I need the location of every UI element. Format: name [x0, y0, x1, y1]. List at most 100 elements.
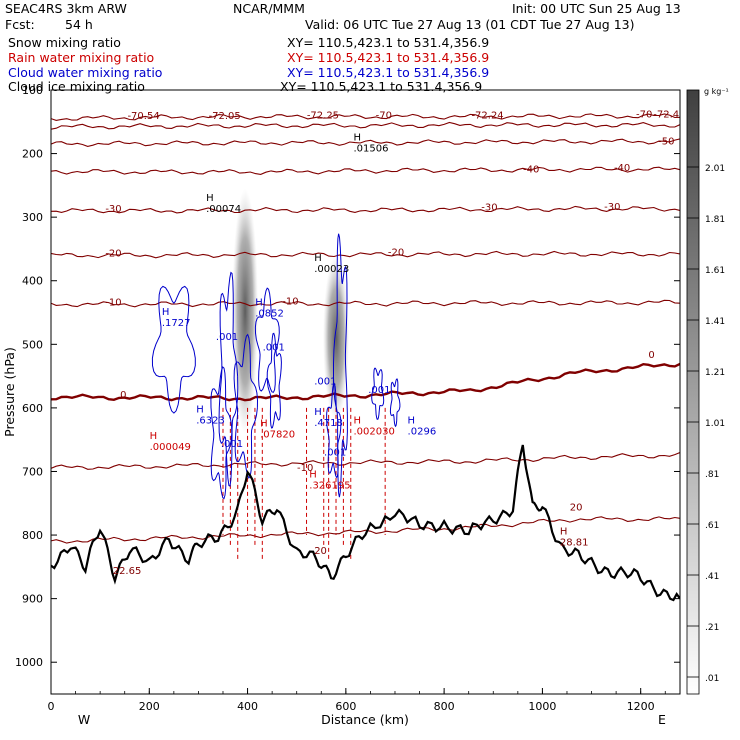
label-value-21: -10 [282, 297, 298, 308]
model-name: SEAC4RS 3km ARW [5, 1, 127, 16]
terrain-line [51, 444, 680, 602]
label-value-20: -10 [105, 297, 121, 308]
colorbar-tick-label-0: 2.01 [705, 164, 725, 174]
label-value-10: .4718 [314, 418, 343, 429]
colorbar-tick-label-8: .41 [705, 572, 719, 582]
label-mark-5: H [255, 298, 263, 309]
y-tick-label-4: 500 [22, 338, 43, 351]
label-value-40: 22.65 [113, 566, 142, 577]
label-value-27: -40 [523, 164, 539, 175]
label-value-15: .07820 [260, 430, 295, 441]
colorbar-tick-label-2: 1.61 [705, 266, 725, 276]
label-value-23: -20 [388, 248, 404, 259]
colorbar-tick-label-5: 1.01 [705, 419, 725, 429]
y-tick-label-3: 400 [22, 275, 43, 288]
field-snow-name: Snow mixing ratio [8, 35, 121, 50]
label-value-34: -72.25 [307, 110, 339, 121]
x-tick-label-4: 800 [434, 700, 455, 713]
colorbar-tick-label-1: 1.81 [705, 215, 725, 225]
field-cloudwater-name: Cloud water mixing ratio [8, 65, 163, 80]
cloudwater-contour-1 [218, 271, 239, 487]
cloudwater-contour-7 [389, 378, 401, 428]
east-label: E [658, 712, 666, 727]
y-axis-label: Pressure (hPa) [2, 347, 17, 437]
label-value-36: -72.4 [653, 110, 679, 121]
label-value-14: .000049 [150, 442, 191, 453]
isotherm-20 [51, 516, 680, 544]
colorbar-tick-label-4: 1.21 [705, 368, 725, 378]
label-value-39: 20 [314, 546, 327, 557]
snow-column-0 [232, 188, 259, 434]
colorbar-tick-label-10: .01 [705, 674, 719, 684]
label-mark-9: H [196, 405, 204, 416]
field-rain-name: Rain water mixing ratio [8, 50, 155, 65]
cloudwater-contour-8 [210, 366, 233, 500]
cloudwater-contour-3 [254, 287, 280, 393]
axis-ticks: 0 200 400 600 800 1000 12001002003004005006007… [15, 84, 680, 713]
label-value-29: -50 [658, 136, 674, 147]
colorbar-tick-label-6: .81 [705, 470, 719, 480]
label-value-4: .001 [216, 332, 238, 343]
x-tick-label-3: 600 [335, 700, 356, 713]
label-mark-14: H [150, 431, 158, 442]
label-value-7: .001 [314, 377, 336, 388]
temperature-isotherms [51, 113, 680, 544]
label-value-41: 28.81 [560, 538, 589, 549]
plot-frame [50, 89, 681, 695]
label-value-17: .326195 [309, 480, 350, 491]
cloudwater-contour-6 [371, 367, 385, 420]
label-value-30: -70 [376, 110, 392, 121]
label-mark-17: H [309, 469, 317, 480]
label-value-22: -20 [105, 248, 121, 259]
field-snow-xy: XY= 110.5,423.1 to 531.4,356.9 [287, 35, 490, 50]
isotherm-m10 [51, 299, 680, 308]
label-value-0: .00074 [206, 204, 241, 215]
label-mark-0: H [206, 193, 214, 204]
label-mark-16: H [354, 415, 362, 426]
label-mark-41: H [560, 527, 568, 538]
label-value-24: -30 [105, 204, 121, 215]
colorbar-ticks: 2.01 1.81 1.61 1.41 1.21 1.01 .81 .61 .41 .21 .01 [687, 164, 725, 684]
x-tick-label-2: 400 [237, 700, 258, 713]
colorbar-tick-label-3: 1.41 [705, 317, 725, 327]
y-tick-label-1: 200 [22, 148, 43, 161]
label-value-37: -10 [297, 463, 313, 474]
colorbar-fill [686, 89, 700, 695]
label-value-2: .01506 [354, 143, 389, 154]
label-mark-3: H [162, 307, 170, 318]
label-value-9: .6323 [196, 416, 225, 427]
cloudwater-contour-4 [266, 332, 282, 429]
label-value-28: -40 [614, 163, 630, 174]
isotherm-m50 [51, 138, 680, 147]
label-mark-11: H [408, 415, 416, 426]
y-tick-label-7: 800 [22, 529, 43, 542]
label-value-1: .00023 [314, 264, 349, 275]
label-value-33: -72.05 [209, 111, 241, 122]
fcst-label: Fcst: [5, 17, 35, 32]
isotherm-m30 [51, 205, 680, 214]
field-rain-xy: XY= 110.5,423.1 to 531.4,356.9 [287, 50, 490, 65]
x-tick-label-1: 200 [139, 700, 160, 713]
cloudwater-contour-2 [233, 333, 259, 479]
field-cloudwater-xy: XY= 110.5,423.1 to 531.4,356.9 [287, 65, 490, 80]
label-value-8: .001 [368, 385, 390, 396]
contour-labels: H.00074H.00023H.01506H.1727.001H.0852.00… [105, 110, 679, 577]
cloudwater-contour-0 [151, 285, 196, 414]
x-tick-label-0: 0 [48, 700, 55, 713]
label-mark-10: H [314, 407, 322, 418]
colorbar-tick-label-7: .61 [705, 521, 719, 531]
y-tick-label-5: 600 [22, 402, 43, 415]
isotherm-m40 [51, 166, 680, 175]
precip-contours [151, 233, 401, 561]
cloudwater-contour-5 [333, 233, 348, 498]
label-value-11: .0296 [408, 426, 437, 437]
isotherm-m20 [51, 250, 680, 259]
init-time: Init: 00 UTC Sun 25 Aug 13 [512, 1, 681, 16]
colorbar: 2.011.811.611.411.211.01.81.61.41.21.01 … [686, 87, 729, 695]
label-value-16: .002030 [354, 426, 395, 437]
cloudwater-contour-9 [326, 382, 342, 479]
y-tick-label-8: 900 [22, 593, 43, 606]
snow-shading [232, 188, 350, 434]
y-tick-label-6: 700 [22, 465, 43, 478]
